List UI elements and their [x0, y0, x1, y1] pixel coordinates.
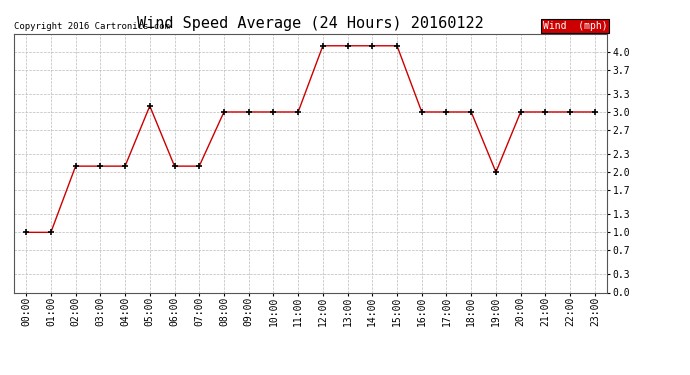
Text: Copyright 2016 Cartronics.com: Copyright 2016 Cartronics.com	[14, 22, 170, 31]
Title: Wind Speed Average (24 Hours) 20160122: Wind Speed Average (24 Hours) 20160122	[137, 16, 484, 31]
Text: Wind  (mph): Wind (mph)	[542, 21, 607, 31]
